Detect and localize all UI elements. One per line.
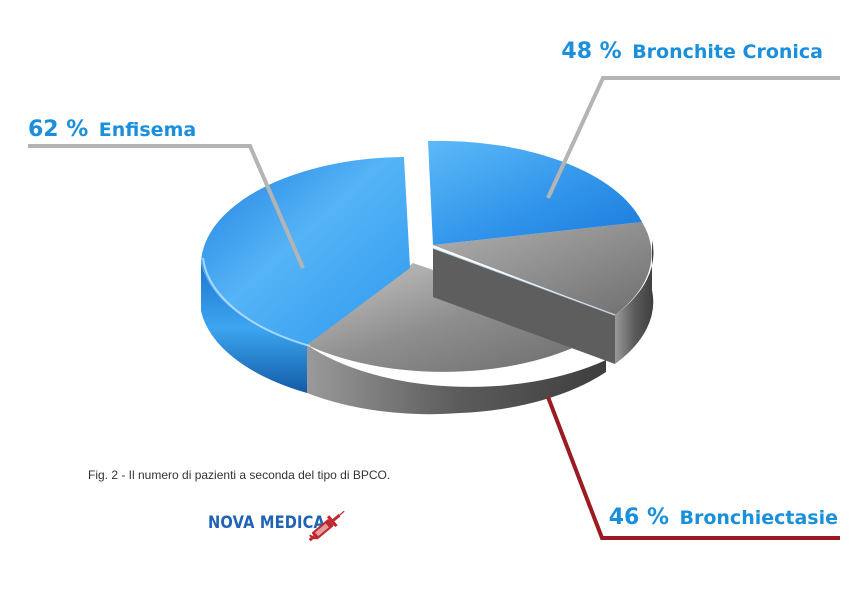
pie-slice-bronchite-edge	[432, 247, 616, 316]
data-label-bronchite: 48 % Bronchite Cronica	[561, 39, 823, 64]
leader-line-enfisema	[28, 144, 305, 269]
pie-slice-side-bronchite-right	[615, 240, 654, 364]
logo-text: NOVA MEDICA	[208, 513, 326, 533]
pie-slice-bronchiectasie	[307, 263, 606, 372]
leader-line-bronchite	[546, 76, 840, 199]
pie-slice-enfisema	[201, 157, 410, 345]
pie-slice-bronchite	[428, 140, 642, 245]
data-label-enfisema: 62 % Enfisema	[28, 117, 196, 142]
pie-slice-edge-highlight	[202, 257, 311, 347]
pie-slice-side-bronchite-front	[433, 248, 615, 364]
pie-slice-side-bronchiectasie	[307, 345, 606, 415]
pie-slice-side-enfisema	[201, 263, 307, 393]
syringe-icon	[308, 510, 345, 542]
pie-slice-grey-top-right	[433, 222, 652, 315]
figure-caption: Fig. 2 - Il numero di pazienti a seconda…	[88, 468, 391, 482]
leader-line-bronchiectasie	[546, 396, 840, 540]
data-label-bronchiectasie: 46 % Bronchiectasie	[609, 505, 838, 530]
